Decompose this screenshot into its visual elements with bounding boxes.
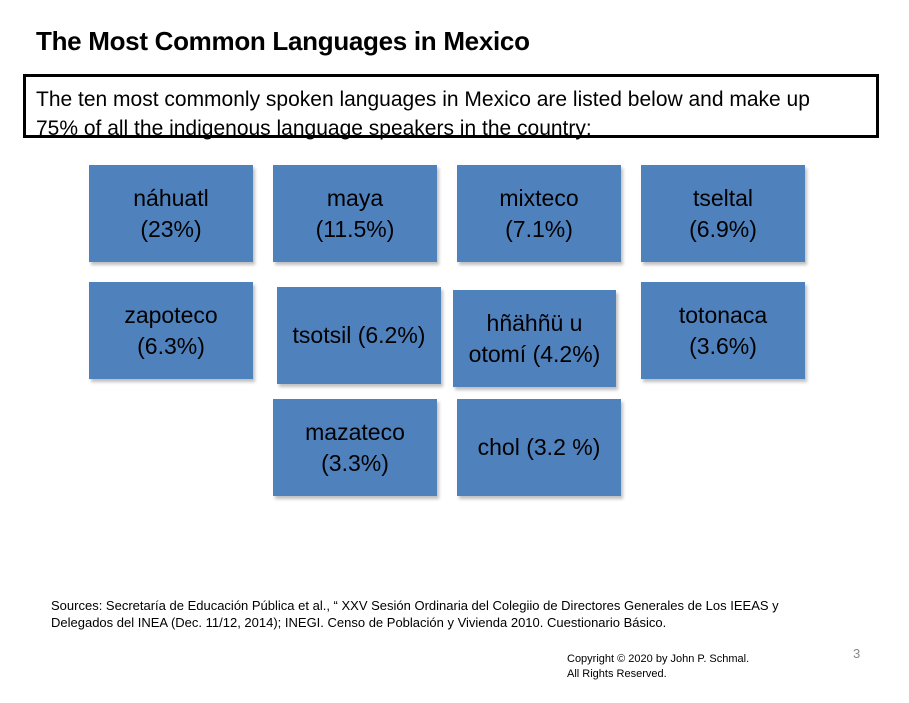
language-share: (7.1%): [505, 215, 573, 242]
language-share: (3.6%): [689, 332, 757, 359]
language-tile-tseltal: tseltal (6.9%): [641, 165, 805, 262]
language-tile-maya: maya (11.5%): [273, 165, 437, 262]
language-name: náhuatl: [133, 184, 209, 211]
language-name: mazateco: [305, 418, 405, 445]
language-tile-tsotsil: tsotsil (6.2%): [277, 287, 441, 384]
language-name: chol (3.2 %): [477, 434, 601, 460]
copyright-notice: Copyright © 2020 by John P. Schmal. All …: [567, 652, 749, 682]
language-tile-mixteco: mixteco (7.1%): [457, 165, 621, 262]
page-title: The Most Common Languages in Mexico: [36, 26, 530, 56]
language-name: tseltal: [692, 184, 754, 211]
language-name: hñähñü u: [486, 309, 583, 336]
language-name: zapoteco: [124, 301, 218, 328]
language-tile-mazateco: mazateco (3.3%): [273, 399, 437, 496]
copyright-line-1: Copyright © 2020 by John P. Schmal.: [567, 653, 750, 665]
language-share: (11.5%): [315, 215, 395, 242]
intro-line-1: The ten most commonly spoken languages i…: [36, 88, 810, 111]
page-number: 3: [853, 646, 861, 661]
language-share: (3.3%): [321, 449, 389, 476]
intro-box: The ten most commonly spoken languages i…: [23, 74, 879, 140]
language-share: otomí (4.2%): [468, 340, 601, 367]
language-tile-chol: chol (3.2 %): [457, 399, 621, 496]
intro-line-2: 75% of all the indigenous language speak…: [36, 117, 592, 140]
language-share: (6.3%): [137, 332, 205, 359]
language-name: totonaca: [678, 301, 768, 328]
copyright-line-2: All Rights Reserved.: [567, 668, 667, 680]
sources-line-1: Sources: Secretaría de Educación Pública…: [51, 598, 779, 613]
language-share: (6.9%): [689, 215, 757, 242]
language-tile-zapoteco: zapoteco (6.3%): [89, 282, 253, 379]
language-name: mixteco: [499, 184, 579, 211]
language-share: (23%): [140, 215, 202, 242]
language-name: tsotsil (6.2%): [292, 322, 426, 348]
sources-line-2: Delegados del INEA (Dec. 11/12, 2014); I…: [51, 615, 667, 630]
language-tile-totonaca: totonaca (3.6%): [641, 282, 805, 379]
language-tile-nahuatl: náhuatl (23%): [89, 165, 253, 262]
language-tile-otomi: hñähñü u otomí (4.2%): [453, 290, 616, 387]
language-name: maya: [326, 184, 384, 211]
sources-note: Sources: Secretaría de Educación Pública…: [51, 597, 811, 631]
